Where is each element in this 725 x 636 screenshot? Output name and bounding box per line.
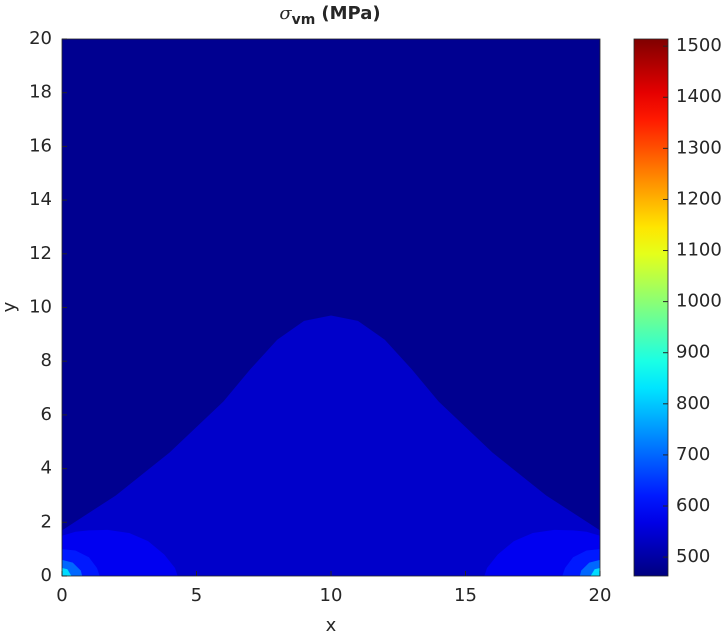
colorbar-tick-label: 1200	[676, 188, 722, 209]
colorbar-tick-label: 1400	[676, 86, 722, 107]
colorbar-tick-label: 1100	[676, 240, 722, 261]
colorbar-tick-label: 1300	[676, 137, 722, 158]
plot-area	[62, 39, 600, 576]
colorbar	[633, 38, 669, 577]
y-tick-label: 20	[29, 28, 52, 49]
colorbar-tick-label: 700	[676, 444, 710, 465]
chart-title: σvm (MPa)	[279, 3, 380, 28]
y-tick-label: 4	[41, 458, 52, 479]
y-tick-label: 12	[29, 243, 52, 264]
colorbar-tick-label: 900	[676, 342, 710, 363]
colorbar-tick-label: 1500	[676, 35, 722, 56]
colorbar-tick-label: 500	[676, 546, 710, 567]
colorbar-tick-label: 600	[676, 495, 710, 516]
y-tick-label: 0	[41, 565, 52, 586]
x-tick-label: 10	[320, 585, 343, 606]
y-axis-label: y	[0, 301, 20, 312]
y-tick-label: 2	[41, 511, 52, 532]
y-tick-label: 14	[29, 189, 52, 210]
x-tick-label: 5	[191, 585, 202, 606]
title-subscript: vm	[292, 12, 316, 28]
title-symbol: σ	[279, 3, 292, 24]
contour-region	[62, 567, 72, 576]
y-tick-label: 6	[41, 404, 52, 425]
y-tick-label: 8	[41, 350, 52, 371]
x-axis-label: x	[326, 615, 337, 636]
contour-region	[590, 567, 600, 576]
x-tick-label: 15	[454, 585, 477, 606]
colorbar-tick-label: 1000	[676, 291, 722, 312]
y-tick-label: 10	[29, 297, 52, 318]
x-tick-label: 0	[56, 585, 67, 606]
y-tick-label: 16	[29, 135, 52, 156]
title-suffix: (MPa)	[321, 3, 380, 24]
colorbar-tick-label: 800	[676, 393, 710, 414]
y-tick-label: 18	[29, 82, 52, 103]
x-tick-label: 20	[589, 585, 612, 606]
contour-region	[62, 315, 600, 576]
